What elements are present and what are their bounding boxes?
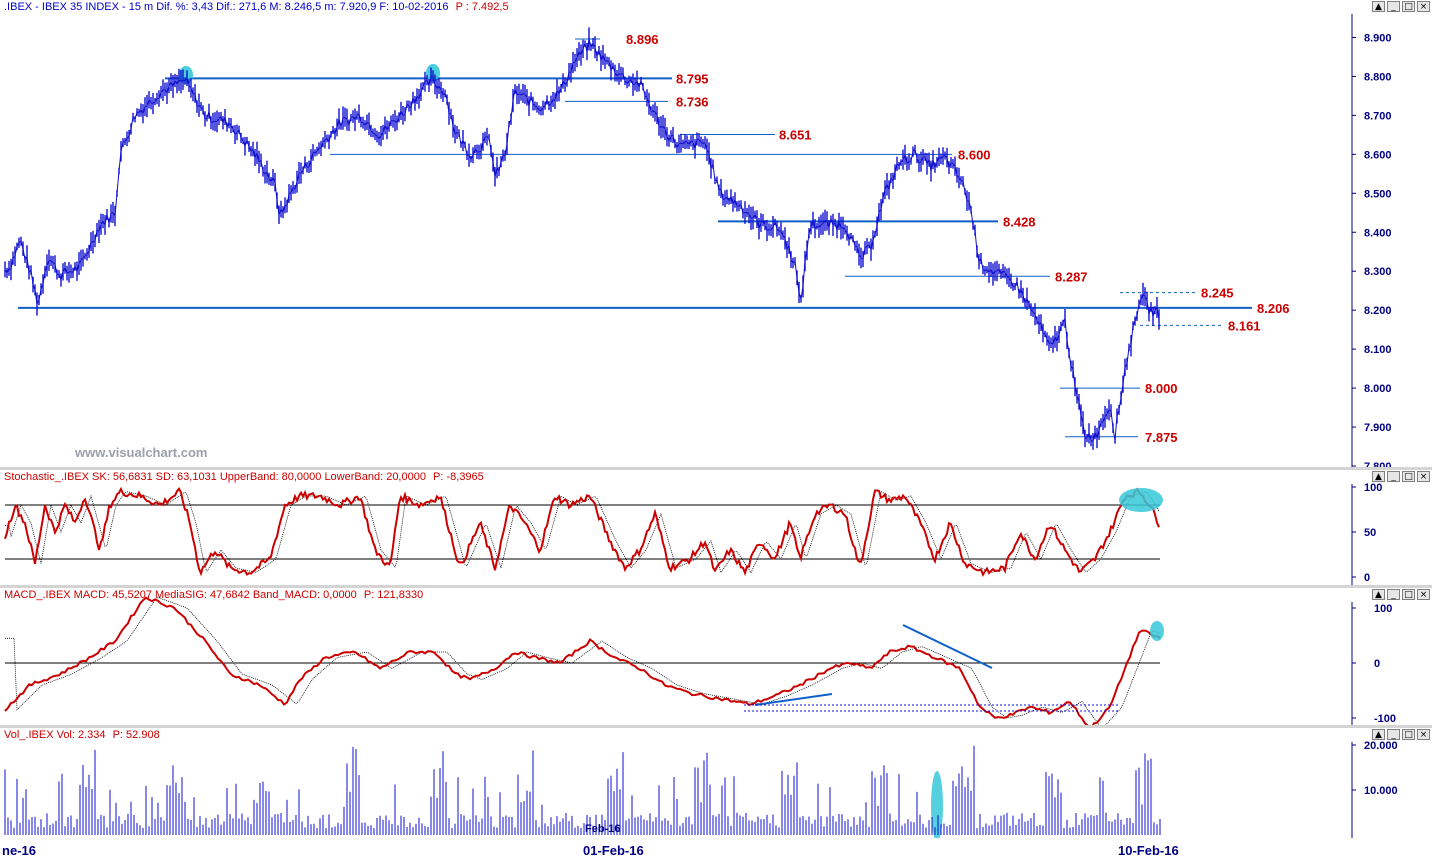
price-pane-window-buttons: ▲ _ □ ×	[1372, 1, 1430, 12]
level-label-8.161: 8.161	[1228, 318, 1261, 333]
price-pane-title: .IBEX - IBEX 35 INDEX - 15 m Dif. %: 3,4…	[4, 1, 449, 13]
scroll-up-button[interactable]: ▲	[1372, 1, 1385, 12]
macd-close-button[interactable]: ×	[1417, 589, 1430, 600]
volume-pane-p-value: P: 52.908	[112, 729, 160, 741]
level-label-8.206: 8.206	[1257, 301, 1290, 316]
stoch-maximize-button[interactable]: □	[1402, 471, 1415, 482]
highlight-marker	[1150, 621, 1164, 641]
macd-pane-title: MACD_.IBEX MACD: 45,5207 MediaSIG: 47,68…	[4, 589, 357, 601]
stochastic-chart[interactable]: 100 50 0	[0, 470, 1432, 588]
macd-maximize-button[interactable]: □	[1402, 589, 1415, 600]
vol-up-button[interactable]: ▲	[1372, 729, 1385, 740]
level-label-8.428: 8.428	[1003, 214, 1036, 229]
stoch-minimize-button[interactable]: _	[1387, 471, 1400, 482]
level-label-8.736: 8.736	[676, 94, 709, 109]
macd-axis-label: -100	[1374, 713, 1396, 725]
price-axis-label: 8.200	[1364, 305, 1392, 317]
macd-axis-label: 100	[1374, 603, 1392, 615]
level-label-8.000: 8.000	[1145, 381, 1178, 396]
vol-axis-label: 10.000	[1364, 785, 1398, 797]
price-axis-label: 8.600	[1364, 149, 1392, 161]
stoch-axis-label: 50	[1364, 527, 1376, 539]
macd-signal-line	[5, 596, 1161, 728]
x-label-mid: 01-Feb-16	[583, 843, 644, 858]
close-button[interactable]: ×	[1417, 1, 1430, 12]
vol-close-button[interactable]: ×	[1417, 729, 1430, 740]
stochastic-pane-window-buttons: ▲ _ □ ×	[1372, 471, 1430, 482]
price-axis-label: 7.800	[1364, 461, 1392, 470]
macd-main-line	[4, 596, 1161, 728]
macd-pane-window-buttons: ▲ _ □ ×	[1372, 589, 1430, 600]
macd-pane-header: MACD_.IBEX MACD: 45,5207 MediaSIG: 47,68…	[0, 588, 1432, 602]
price-pane-p-value: P : 7.492,5	[455, 1, 509, 13]
price-axis-label: 8.100	[1364, 344, 1392, 356]
stoch-axis-label: 100	[1364, 482, 1382, 494]
volume-pane: Vol_.IBEX Vol: 2.334 P: 52.908 ▲ _ □ × 2…	[0, 728, 1432, 838]
macd-trendline	[754, 693, 833, 706]
stochastic-pane-title: Stochastic_.IBEX SK: 56,6831 SD: 63,1031…	[4, 471, 426, 483]
volume-pane-title: Vol_.IBEX Vol: 2.334	[4, 729, 106, 741]
price-pane: .IBEX - IBEX 35 INDEX - 15 m Dif. %: 3,4…	[0, 0, 1432, 470]
level-label-8.287: 8.287	[1055, 269, 1088, 284]
price-axis-label: 7.900	[1364, 422, 1392, 434]
macd-chart[interactable]: 100 0 -100	[0, 588, 1432, 728]
price-pane-header: .IBEX - IBEX 35 INDEX - 15 m Dif. %: 3,4…	[0, 0, 1432, 14]
maximize-button[interactable]: □	[1402, 1, 1415, 12]
stochastic-pane-p-value: P: -8,3965	[433, 471, 484, 483]
stoch-up-button[interactable]: ▲	[1372, 471, 1385, 482]
stochastic-pane-header: Stochastic_.IBEX SK: 56,6831 SD: 63,1031…	[0, 470, 1432, 484]
level-label-8.600: 8.600	[958, 147, 991, 162]
volume-chart[interactable]: 20.000 10.000	[0, 728, 1432, 838]
highlight-marker	[1119, 488, 1163, 512]
macd-axis-label: 0	[1374, 658, 1380, 670]
price-series-line	[4, 38, 1160, 443]
price-axis-label: 8.500	[1364, 188, 1392, 200]
price-axis-label: 8.400	[1364, 227, 1392, 239]
macd-minimize-button[interactable]: _	[1387, 589, 1400, 600]
x-label-vol-mid: Feb-16	[585, 823, 621, 835]
price-axis-label: 8.000	[1364, 383, 1392, 395]
pane-separator-1[interactable]	[0, 467, 1432, 470]
stoch-axis-label: 0	[1364, 572, 1370, 584]
x-label-left: ne-16	[2, 843, 36, 858]
stoch-signal-line	[5, 490, 1160, 574]
level-label-8.795: 8.795	[676, 71, 709, 86]
price-axis-label: 8.800	[1364, 71, 1392, 83]
macd-up-button[interactable]: ▲	[1372, 589, 1385, 600]
level-label-8.651: 8.651	[779, 127, 812, 142]
pane-separator-3[interactable]	[0, 725, 1432, 728]
level-label-7.875: 7.875	[1145, 430, 1178, 445]
minimize-button[interactable]: _	[1387, 1, 1400, 12]
macd-pane-p-value: P: 121,8330	[363, 589, 424, 601]
x-label-right: 10-Feb-16	[1118, 843, 1179, 858]
price-chart[interactable]: 8.900 8.800 8.700 8.600 8.500 8.400 8.300 8.200…	[0, 0, 1432, 470]
volume-pane-header: Vol_.IBEX Vol: 2.334 P: 52.908 ▲ _ □ ×	[0, 728, 1432, 742]
price-axis-label: 8.300	[1364, 266, 1392, 278]
vol-maximize-button[interactable]: □	[1402, 729, 1415, 740]
level-label-8.245: 8.245	[1201, 286, 1234, 301]
stochastic-pane: Stochastic_.IBEX SK: 56,6831 SD: 63,1031…	[0, 470, 1432, 588]
pane-separator-2[interactable]	[0, 585, 1432, 588]
stoch-close-button[interactable]: ×	[1417, 471, 1430, 482]
watermark: www.visualchart.com	[75, 445, 208, 460]
price-axis-label: 8.900	[1364, 32, 1392, 44]
level-label-8.896: 8.896	[626, 32, 659, 47]
price-axis-label: 8.700	[1364, 110, 1392, 122]
macd-trendline	[902, 624, 993, 669]
volume-pane-window-buttons: ▲ _ □ ×	[1372, 729, 1430, 740]
vol-minimize-button[interactable]: _	[1387, 729, 1400, 740]
macd-pane: MACD_.IBEX MACD: 45,5207 MediaSIG: 47,68…	[0, 588, 1432, 728]
highlight-marker	[931, 771, 943, 838]
vol-axis-label: 20.000	[1364, 740, 1398, 752]
stoch-main-line	[4, 486, 1160, 577]
